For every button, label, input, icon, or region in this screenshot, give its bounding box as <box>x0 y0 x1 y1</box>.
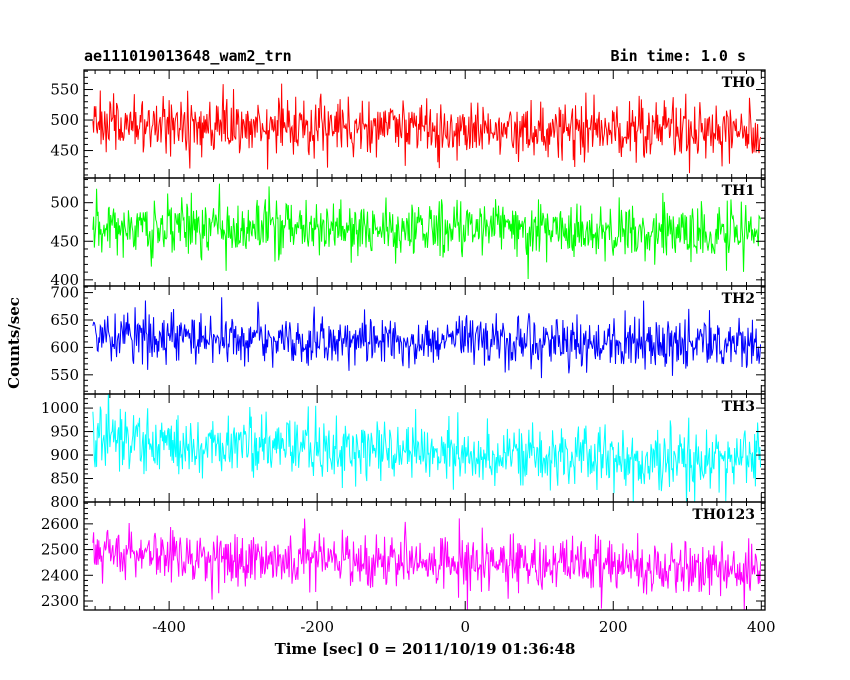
y-tick-label: 400 <box>50 271 79 289</box>
x-tick-label: 400 <box>747 618 776 636</box>
y-tick-label: 800 <box>50 493 79 511</box>
x-tick-label: -200 <box>300 618 334 636</box>
x-tick-label: 0 <box>460 618 470 636</box>
y-tick-label: 700 <box>50 284 79 302</box>
y-tick-label: 2300 <box>41 592 79 610</box>
y-tick-label: 550 <box>50 366 79 384</box>
y-tick-label: 600 <box>50 338 79 356</box>
series-line-th0 <box>92 83 762 174</box>
y-tick-label: 550 <box>50 81 79 99</box>
y-tick-label: 900 <box>50 446 79 464</box>
y-tick-label: 450 <box>50 142 79 160</box>
panel-label-th3: TH3 <box>722 399 755 415</box>
panel-label-th1: TH1 <box>722 183 755 199</box>
panels-group: 450 500 550 TH0 400 450 500 TH1 550 600 650 700 TH2 8… <box>41 69 776 636</box>
y-tick-label: 850 <box>50 470 79 488</box>
y-axis-label: Counts/sec <box>5 297 23 389</box>
panel-label-th0123: TH0123 <box>692 507 755 523</box>
y-tick-label: 500 <box>50 194 79 212</box>
y-tick-label: 2600 <box>41 515 79 533</box>
panel-label-th0: TH0 <box>722 75 756 91</box>
panel-label-th2: TH2 <box>722 291 755 307</box>
y-tick-label: 950 <box>50 423 79 441</box>
panel-frame-th0123 <box>83 501 766 611</box>
bin-time-label: Bin time: 1.0 s <box>611 47 746 65</box>
series-line-th3 <box>92 394 762 502</box>
y-tick-label: 1000 <box>41 399 79 417</box>
x-tick-label: 200 <box>599 618 628 636</box>
series-line-th2 <box>92 297 762 379</box>
y-tick-label: 450 <box>50 232 79 250</box>
x-tick-label: -400 <box>152 618 186 636</box>
y-tick-label: 500 <box>50 111 79 129</box>
series-line-th1 <box>92 183 762 280</box>
y-tick-label: 650 <box>50 311 79 329</box>
x-axis-label: Time [sec] 0 = 2011/10/19 01:36:48 <box>275 640 576 658</box>
y-tick-label: 2400 <box>41 566 79 584</box>
chart-title: ae111019013648_wam2_trn <box>84 47 292 65</box>
y-tick-label: 2500 <box>41 541 79 559</box>
series-line-th0123 <box>92 518 762 610</box>
